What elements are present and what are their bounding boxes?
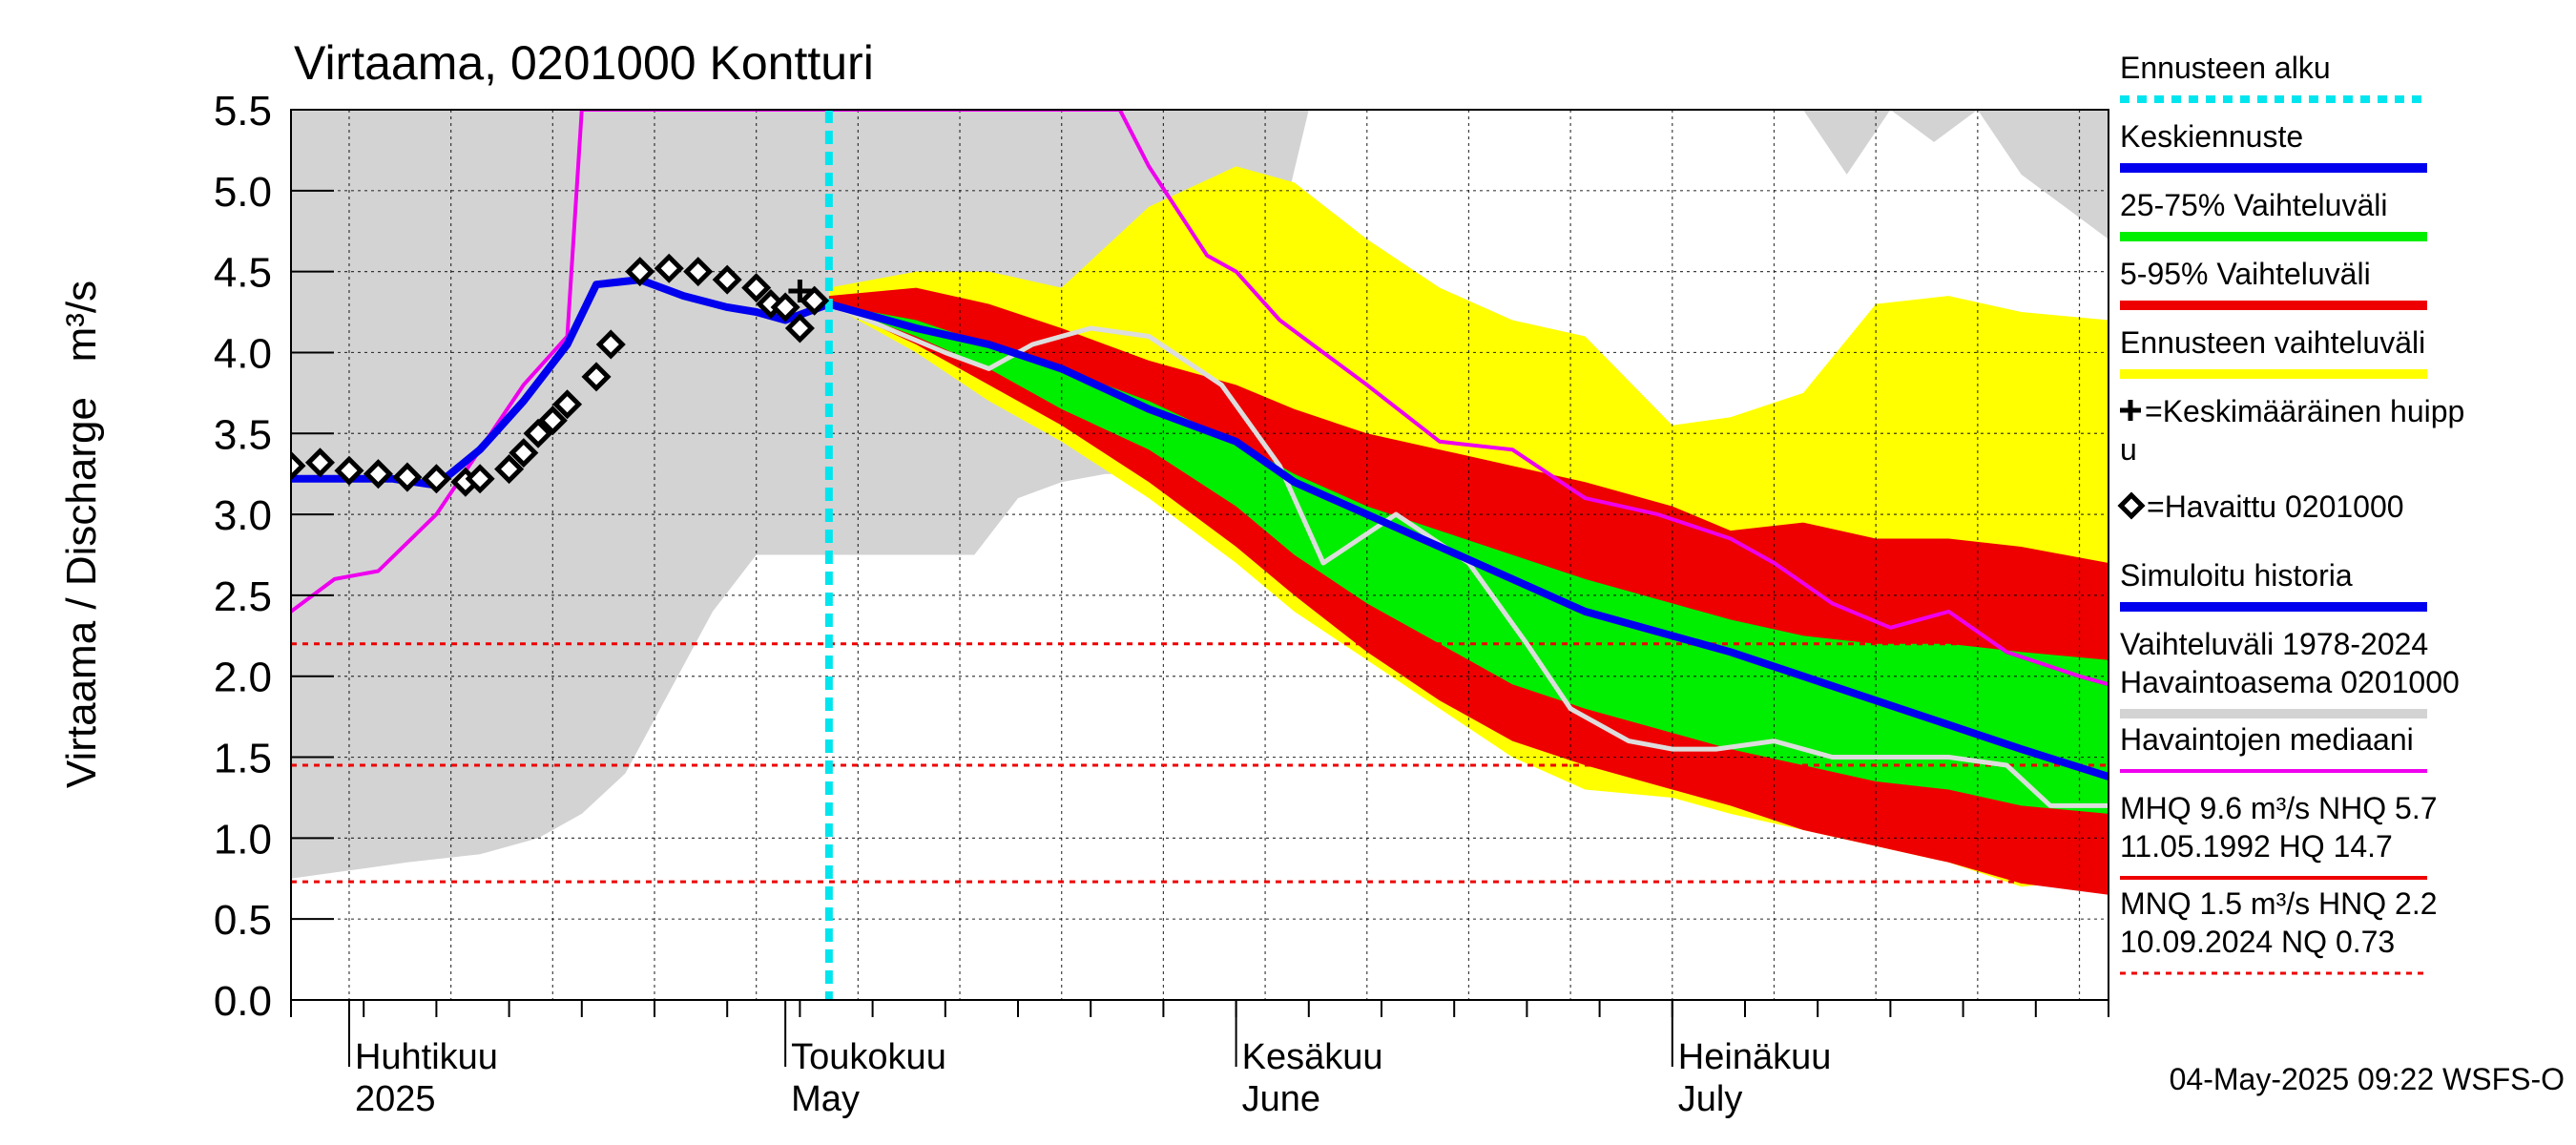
y-tick-label: 2.0 [214,655,272,701]
observed-marker [595,329,626,360]
y-tick-label: 1.5 [214,736,272,782]
legend-label-history-range: Vaihteluväli 1978-2024 [2120,627,2428,661]
legend-label-mnq: MNQ 1.5 m³/s HNQ 2.2 [2120,886,2438,921]
legend-label-band-25-75: 25-75% Vaihteluväli [2120,188,2387,222]
legend: Ennusteen alku Keskiennuste 25-75% Vaihtel… [2117,51,2464,975]
x-month-sublabel: June [1242,1079,1320,1119]
grid [291,109,2109,1000]
observed-marker [304,448,336,478]
observed-marker [800,285,830,316]
observed-marker [683,257,714,287]
observed-marker [509,438,539,468]
x-month-label: Huhtikuu [355,1037,498,1077]
x-month-label: Heinäkuu [1678,1037,1832,1077]
y-axis-label: Virtaama / Discharge m³/s [58,281,105,788]
observed-marker [770,292,800,323]
legend-label2-history-range: Havaintoasema 0201000 [2120,665,2460,699]
legend-label-mean-peak: =Keskimääräinen huipp [2145,394,2464,428]
legend-label-band-5-95: 5-95% Vaihteluväli [2120,257,2371,291]
y-tick-label: 5.5 [214,88,272,135]
y-tick-label: 2.5 [214,573,272,620]
observed-marker [465,464,495,494]
x-month-label: Toukokuu [791,1037,946,1077]
x-month-sublabel: July [1678,1079,1743,1119]
observed-marker [654,253,684,283]
y-tick-label: 0.5 [214,897,272,944]
mean-peak-marker [788,279,812,302]
observed-marker [784,313,815,344]
observed-marker [334,455,364,486]
legend-label-mhq: MHQ 9.6 m³/s NHQ 5.7 [2120,791,2438,825]
y-tick-label: 4.0 [214,330,272,377]
chart-title: Virtaama, 0201000 Kontturi [294,36,874,90]
observed-marker [421,464,451,494]
y-tick-label: 4.5 [214,250,272,297]
observed-marker [552,389,583,420]
y-tick-label: 1.0 [214,816,272,863]
observed-marker [494,454,525,485]
observed-marker [291,450,306,481]
axes: 0.0 0.5 1.0 1.5 2.0 2.5 3.0 3.5 4.0 4.5 5.0 5.5 Huht… [214,88,2109,1119]
timestamp: 04-May-2025 09:22 WSFS-O [2170,1062,2565,1096]
legend-label2-mnq: 10.09.2024 NQ 0.73 [2120,925,2395,959]
y-tick-label: 0.0 [214,978,272,1025]
line-layer [291,110,2109,1000]
x-month-sublabel: 2025 [355,1079,436,1119]
legend-symbol-mean-peak [2120,400,2141,421]
observed-marker [523,418,553,448]
mean-forecast-line [827,300,2109,781]
observed-marker [625,257,655,287]
legend-label-forecast-range: Ennusteen vaihteluväli [2120,325,2425,360]
y-tick-label: 5.0 [214,169,272,216]
observed-marker [712,264,742,295]
y-tick-label: 3.0 [214,492,272,539]
x-month-sublabel: May [791,1079,860,1119]
observed-marker [581,362,612,392]
legend-symbol-observed [2117,491,2146,520]
legend-label-forecast-start: Ennusteen alku [2120,51,2331,85]
observed-marker [363,459,393,489]
band-vaihteluv-li-1978-2024-havaintoasema-0201000 [291,110,2109,879]
plot-frame [290,109,2109,1001]
legend-label2-mhq: 11.05.1992 HQ 14.7 [2120,829,2393,864]
x-month-label: Kesäkuu [1242,1037,1383,1077]
legend-label-median: Havaintojen mediaani [2120,722,2414,757]
legend-label-simulated: Simuloitu historia [2120,558,2353,593]
legend-label-observed: =Havaittu 0201000 [2147,489,2404,524]
legend-label-mean-forecast: Keskiennuste [2120,119,2303,154]
observed-marker [537,406,568,436]
previous-year-observed-line [827,302,2109,808]
legend-label2-mean-peak: u [2120,432,2137,467]
y-tick-label: 3.5 [214,411,272,458]
observed-marker [741,273,772,303]
observed-marker [392,462,423,492]
